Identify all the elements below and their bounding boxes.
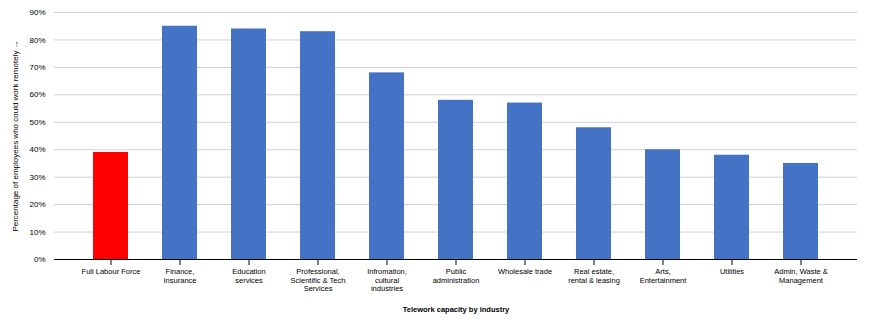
svg-text:90%: 90% — [29, 8, 45, 17]
svg-text:Publicadministration: Publicadministration — [433, 267, 480, 284]
svg-text:40%: 40% — [29, 145, 45, 154]
svg-text:Arts,Entertainment: Arts,Entertainment — [640, 267, 688, 284]
svg-text:Educationservices: Educationservices — [232, 267, 265, 284]
svg-text:20%: 20% — [29, 200, 45, 209]
svg-text:0%: 0% — [34, 255, 46, 264]
svg-text:Utilities: Utilities — [720, 267, 744, 276]
svg-text:Wholesale trade: Wholesale trade — [498, 267, 552, 276]
svg-text:80%: 80% — [29, 36, 45, 45]
svg-text:Infromation,culturalindustries: Infromation,culturalindustries — [367, 267, 407, 293]
svg-text:Telework capacity by industry: Telework capacity by industry — [403, 305, 510, 314]
svg-text:Percentage of employees who co: Percentage of employees who could work r… — [11, 40, 20, 231]
svg-text:10%: 10% — [29, 228, 45, 237]
svg-text:Admin, Waste &Management: Admin, Waste &Management — [774, 267, 828, 284]
svg-text:50%: 50% — [29, 118, 45, 127]
svg-text:Real estate,rental & leasing: Real estate,rental & leasing — [568, 267, 620, 284]
svg-text:Finance,Insurance: Finance,Insurance — [164, 267, 197, 284]
svg-text:30%: 30% — [29, 173, 45, 182]
svg-text:Professional,Scientific & Tech: Professional,Scientific & TechServices — [291, 267, 346, 293]
svg-text:60%: 60% — [29, 90, 45, 99]
svg-text:70%: 70% — [29, 63, 45, 72]
svg-text:Full Labour Force: Full Labour Force — [82, 267, 141, 276]
